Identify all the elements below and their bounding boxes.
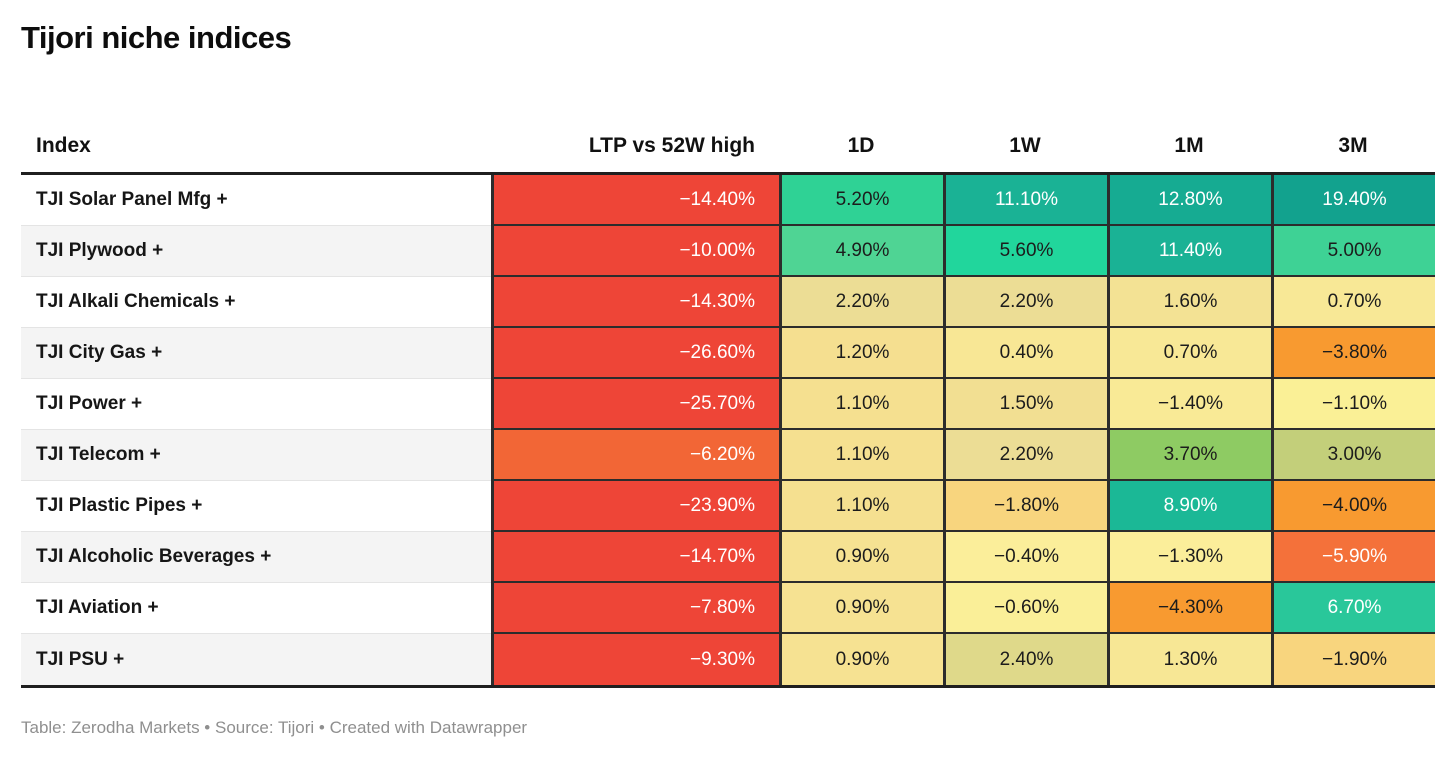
index-cell[interactable]: TJI City Gas +: [21, 328, 491, 379]
heat-cell-1w: 2.40%: [943, 634, 1107, 685]
heat-cell-3m: 6.70%: [1271, 583, 1435, 634]
index-cell[interactable]: TJI Plywood +: [21, 226, 491, 277]
table-header-row: Index LTP vs 52W high 1D 1W 1M 3M: [21, 106, 1435, 175]
heat-cell-1w: 1.50%: [943, 379, 1107, 430]
ltp-cell: −14.40%: [491, 175, 779, 226]
heat-cell-1d: 1.20%: [779, 328, 943, 379]
table-row: TJI Solar Panel Mfg + −14.40% 5.20% 11.1…: [21, 175, 1435, 226]
heat-cell-1d: 0.90%: [779, 532, 943, 583]
heat-cell-1w: 2.20%: [943, 430, 1107, 481]
heat-cell-1d: 1.10%: [779, 430, 943, 481]
index-cell[interactable]: TJI Aviation +: [21, 583, 491, 634]
table-row: TJI PSU + −9.30% 0.90% 2.40% 1.30% −1.90…: [21, 634, 1435, 685]
table-row: TJI Alcoholic Beverages + −14.70% 0.90% …: [21, 532, 1435, 583]
ltp-cell: −26.60%: [491, 328, 779, 379]
col-header-ltp-vs-52w-high: LTP vs 52W high: [588, 134, 755, 157]
ltp-cell: −7.80%: [491, 583, 779, 634]
ltp-cell: −14.70%: [491, 532, 779, 583]
ltp-cell: −6.20%: [491, 430, 779, 481]
heat-cell-1m: 11.40%: [1107, 226, 1271, 277]
table-row: TJI Telecom + −6.20% 1.10% 2.20% 3.70% 3…: [21, 430, 1435, 481]
heat-cell-1m: 0.70%: [1107, 328, 1271, 379]
index-cell[interactable]: TJI Plastic Pipes +: [21, 481, 491, 532]
heat-cell-1m: 1.30%: [1107, 634, 1271, 685]
ltp-cell: −14.30%: [491, 277, 779, 328]
col-header-index: Index: [36, 134, 91, 157]
heat-cell-1w: 5.60%: [943, 226, 1107, 277]
table-body: TJI Solar Panel Mfg + −14.40% 5.20% 11.1…: [21, 175, 1435, 688]
heat-cell-1w: 0.40%: [943, 328, 1107, 379]
heat-cell-3m: −1.90%: [1271, 634, 1435, 685]
ltp-cell: −9.30%: [491, 634, 779, 685]
heat-cell-1d: 0.90%: [779, 634, 943, 685]
heat-cell-1w: 2.20%: [943, 277, 1107, 328]
heat-cell-3m: −1.10%: [1271, 379, 1435, 430]
ltp-cell: −25.70%: [491, 379, 779, 430]
heat-cell-1m: −1.30%: [1107, 532, 1271, 583]
index-cell[interactable]: TJI Alkali Chemicals +: [21, 277, 491, 328]
table-attribution: Table: Zerodha Markets • Source: Tijori …: [21, 718, 528, 737]
index-cell[interactable]: TJI Alcoholic Beverages +: [21, 532, 491, 583]
col-header-1m: 1M: [1174, 134, 1204, 157]
col-header-1d: 1D: [847, 134, 875, 157]
table-row: TJI Plywood + −10.00% 4.90% 5.60% 11.40%…: [21, 226, 1435, 277]
heat-cell-1d: 4.90%: [779, 226, 943, 277]
index-cell[interactable]: TJI PSU +: [21, 634, 491, 685]
heat-cell-3m: 19.40%: [1271, 175, 1435, 226]
heat-cell-1w: −1.80%: [943, 481, 1107, 532]
heat-cell-3m: 3.00%: [1271, 430, 1435, 481]
heat-cell-1m: 12.80%: [1107, 175, 1271, 226]
table-row: TJI Power + −25.70% 1.10% 1.50% −1.40% −…: [21, 379, 1435, 430]
heat-cell-1d: 1.10%: [779, 379, 943, 430]
index-cell[interactable]: TJI Telecom +: [21, 430, 491, 481]
heat-cell-3m: −3.80%: [1271, 328, 1435, 379]
heat-cell-3m: −4.00%: [1271, 481, 1435, 532]
heat-cell-1d: 5.20%: [779, 175, 943, 226]
heat-cell-1m: −1.40%: [1107, 379, 1271, 430]
heat-cell-3m: 0.70%: [1271, 277, 1435, 328]
index-cell[interactable]: TJI Power +: [21, 379, 491, 430]
heat-cell-1w: −0.60%: [943, 583, 1107, 634]
table-row: TJI Alkali Chemicals + −14.30% 2.20% 2.2…: [21, 277, 1435, 328]
index-cell[interactable]: TJI Solar Panel Mfg +: [21, 175, 491, 226]
table-row: TJI City Gas + −26.60% 1.20% 0.40% 0.70%…: [21, 328, 1435, 379]
col-header-1w: 1W: [1009, 134, 1041, 157]
heat-cell-1m: 1.60%: [1107, 277, 1271, 328]
heat-cell-3m: −5.90%: [1271, 532, 1435, 583]
heat-cell-1d: 0.90%: [779, 583, 943, 634]
ltp-cell: −23.90%: [491, 481, 779, 532]
heat-cell-3m: 5.00%: [1271, 226, 1435, 277]
table-row: TJI Aviation + −7.80% 0.90% −0.60% −4.30…: [21, 583, 1435, 634]
table-row: TJI Plastic Pipes + −23.90% 1.10% −1.80%…: [21, 481, 1435, 532]
page: Tijori niche indices Index LTP vs 52W hi…: [0, 20, 1456, 766]
ltp-cell: −10.00%: [491, 226, 779, 277]
heat-cell-1m: −4.30%: [1107, 583, 1271, 634]
heatmap-table: Index LTP vs 52W high 1D 1W 1M 3M TJI So…: [21, 106, 1435, 688]
heat-cell-1d: 1.10%: [779, 481, 943, 532]
page-title: Tijori niche indices: [21, 20, 292, 55]
heat-cell-1m: 8.90%: [1107, 481, 1271, 532]
heat-cell-1w: −0.40%: [943, 532, 1107, 583]
heat-cell-1w: 11.10%: [943, 175, 1107, 226]
heat-cell-1d: 2.20%: [779, 277, 943, 328]
col-header-3m: 3M: [1338, 134, 1368, 157]
heat-cell-1m: 3.70%: [1107, 430, 1271, 481]
